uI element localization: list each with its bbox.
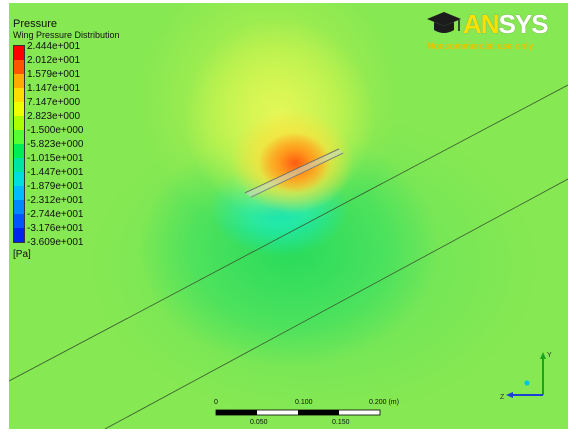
legend-tick-label: 2.012e+001 <box>27 55 81 66</box>
scale-tick-label: 0.100 <box>295 399 313 406</box>
legend-units: [Pa] <box>13 249 31 260</box>
legend-color-swatch <box>14 116 24 130</box>
legend-subtitle: Wing Pressure Distribution <box>13 30 120 40</box>
logo-wordmark-a: AN <box>463 9 500 39</box>
legend-color-swatch <box>14 158 24 172</box>
legend-color-swatch <box>14 172 24 186</box>
x-axis-dot <box>524 380 530 386</box>
domain-edge-line <box>9 84 568 382</box>
license-notice: Noncommercial use only <box>427 41 534 51</box>
color-legend <box>13 45 25 243</box>
domain-outline <box>9 84 568 429</box>
legend-tick-label: 1.147e+001 <box>27 83 81 94</box>
graduation-cap-icon <box>427 12 461 33</box>
scale-bar: 0 0.100 0.200 (m) 0.050 0.150 <box>214 399 409 429</box>
legend-tick-label: -3.609e+001 <box>27 237 84 248</box>
scale-bar-graphic <box>215 409 381 416</box>
scale-tick-label: 0 <box>214 399 218 406</box>
legend-color-swatch <box>14 46 24 60</box>
legend-tick-label: -2.312e+001 <box>27 195 84 206</box>
z-axis-arrowhead <box>506 392 513 398</box>
triad-label: Z <box>500 394 505 401</box>
logo-wordmark: ANSYS <box>463 9 549 40</box>
legend-color-swatch <box>14 60 24 74</box>
legend-color-swatch <box>14 102 24 116</box>
legend-title: Pressure <box>13 18 58 30</box>
scale-tick-label: 0.200 (m) <box>369 399 399 406</box>
logo-wordmark-b: SYS <box>498 9 549 39</box>
legend-tick-label: -1.879e+001 <box>27 181 84 192</box>
legend-color-swatch <box>14 186 24 200</box>
triad-label: Y <box>547 352 552 359</box>
legend-tick-label: -5.823e+000 <box>27 139 84 150</box>
ansys-logo: ANSYS Noncommercial use only <box>425 9 567 57</box>
legend-color-swatch <box>14 200 24 214</box>
legend-color-swatch <box>14 88 24 102</box>
legend-tick-label: 2.444e+001 <box>27 41 81 52</box>
scale-tick-label: 0.050 <box>250 419 268 426</box>
y-axis-arrowhead <box>540 352 546 359</box>
legend-tick-label: -3.176e+001 <box>27 223 84 234</box>
legend-tick-label: -1.500e+000 <box>27 125 84 136</box>
legend-color-swatch <box>14 144 24 158</box>
domain-edge-line <box>104 178 568 429</box>
legend-color-swatch <box>14 74 24 88</box>
legend-tick-label: 1.579e+001 <box>27 69 81 80</box>
legend-color-swatch <box>14 130 24 144</box>
legend-tick-label: -1.015e+001 <box>27 153 84 164</box>
scale-tick-label: 0.150 <box>332 419 350 426</box>
graphics-viewport[interactable]: Pressure Wing Pressure Distribution 2.44… <box>9 3 568 429</box>
legend-tick-label: -1.447e+001 <box>27 167 84 178</box>
axis-triad[interactable]: Y Z <box>497 349 557 409</box>
legend-color-swatch <box>14 228 24 242</box>
legend-color-swatch <box>14 214 24 228</box>
wing-surface <box>245 149 343 197</box>
legend-tick-label: 2.823e+000 <box>27 111 81 122</box>
legend-tick-label: -2.744e+001 <box>27 209 84 220</box>
legend-tick-label: 7.147e+000 <box>27 97 81 108</box>
